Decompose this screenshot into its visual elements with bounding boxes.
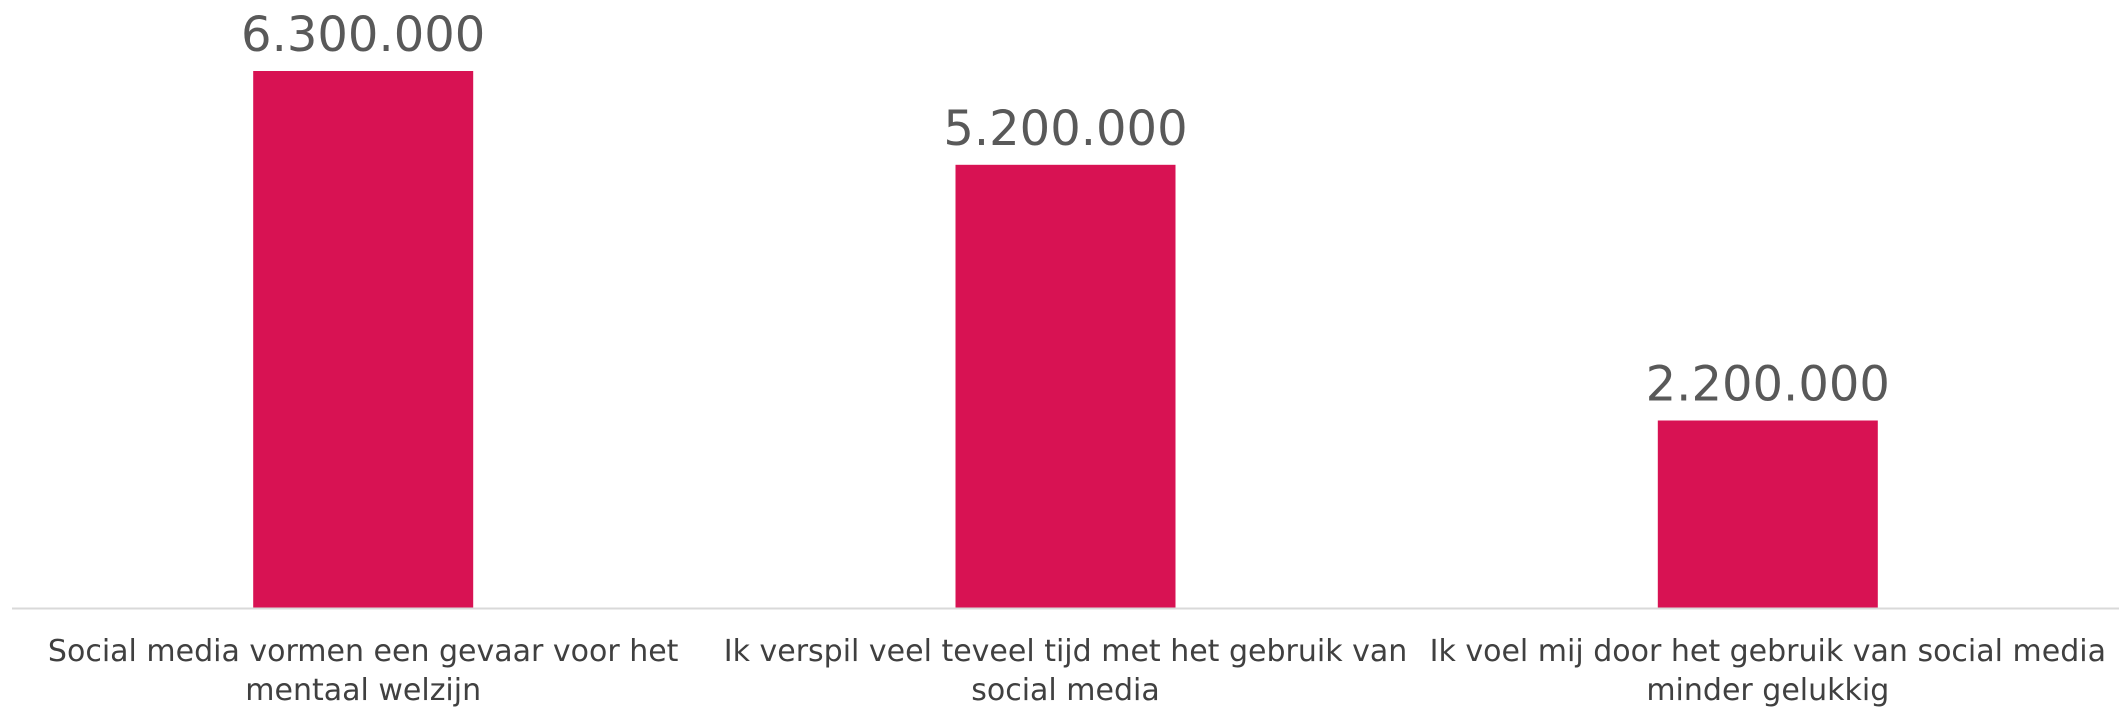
value-label-2: 5.200.000: [943, 101, 1187, 157]
bar-3: [1657, 420, 1878, 608]
value-labels-group: 6.300.000 5.200.000 2.200.000: [241, 7, 1890, 413]
bar-2: [955, 164, 1176, 609]
bar-1: [253, 71, 474, 608]
category-labels-group: Social media vormen een gevaar voor het m…: [48, 634, 2106, 708]
category-label-2-line-1: Ik verspil veel teveel tijd met het gebr…: [724, 634, 1408, 669]
category-label-3-line-2: minder gelukkig: [1646, 673, 1889, 708]
bars-group: [253, 71, 1878, 609]
category-label-3: Ik voel mij door het gebruik van social …: [1430, 634, 2106, 708]
value-label-3: 2.200.000: [1646, 357, 1890, 413]
category-label-1-line-2: mentaal welzijn: [245, 673, 481, 708]
category-label-3-line-1: Ik voel mij door het gebruik van social …: [1430, 634, 2106, 669]
category-label-1-line-1: Social media vormen een gevaar voor het: [48, 634, 679, 669]
category-label-2: Ik verspil veel teveel tijd met het gebr…: [724, 634, 1408, 708]
value-label-1: 6.300.000: [241, 7, 485, 63]
category-label-2-line-2: social media: [971, 673, 1160, 708]
category-label-1: Social media vormen een gevaar voor het m…: [48, 634, 679, 708]
